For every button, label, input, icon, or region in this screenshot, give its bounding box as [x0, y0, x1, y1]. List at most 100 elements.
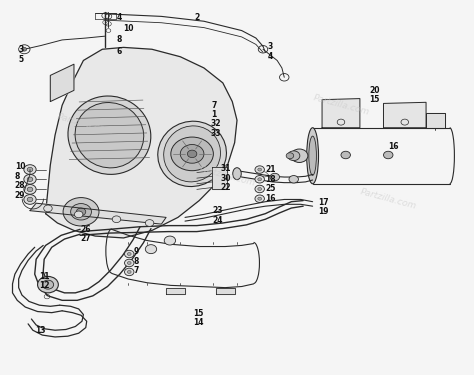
Text: 27: 27 — [80, 234, 91, 243]
Text: 18: 18 — [265, 175, 276, 184]
Polygon shape — [426, 113, 445, 128]
Circle shape — [258, 188, 262, 190]
Circle shape — [24, 174, 36, 184]
Text: 33: 33 — [211, 129, 221, 138]
Text: 8: 8 — [134, 256, 139, 265]
Polygon shape — [30, 203, 166, 224]
Polygon shape — [46, 47, 237, 238]
Ellipse shape — [307, 128, 319, 184]
Text: 3: 3 — [268, 42, 273, 51]
Circle shape — [76, 208, 86, 216]
Circle shape — [270, 173, 280, 181]
Text: 14: 14 — [193, 318, 204, 327]
Text: Partzilla.com: Partzilla.com — [359, 187, 418, 210]
Polygon shape — [383, 102, 426, 128]
Circle shape — [24, 165, 36, 174]
Text: 26: 26 — [80, 225, 91, 234]
Ellipse shape — [309, 136, 317, 176]
Text: 8: 8 — [117, 35, 122, 44]
Text: 11: 11 — [39, 272, 50, 281]
Circle shape — [258, 168, 262, 171]
Ellipse shape — [158, 121, 227, 186]
Circle shape — [44, 205, 52, 212]
Text: 8: 8 — [15, 172, 20, 181]
Text: 12: 12 — [39, 281, 50, 290]
Text: 31: 31 — [220, 164, 231, 173]
Ellipse shape — [68, 96, 151, 174]
Circle shape — [74, 211, 83, 218]
Ellipse shape — [75, 102, 144, 168]
Text: 20: 20 — [369, 86, 380, 95]
Circle shape — [128, 270, 131, 273]
Circle shape — [383, 151, 393, 159]
Text: 22: 22 — [220, 183, 231, 192]
Circle shape — [255, 185, 264, 193]
Circle shape — [146, 220, 154, 226]
Text: 1: 1 — [211, 110, 216, 119]
Circle shape — [187, 150, 197, 158]
Ellipse shape — [164, 126, 220, 182]
Circle shape — [258, 197, 262, 200]
Text: 10: 10 — [15, 162, 26, 171]
Circle shape — [27, 177, 33, 182]
Circle shape — [24, 195, 36, 204]
Polygon shape — [322, 99, 360, 128]
Circle shape — [286, 153, 294, 159]
Circle shape — [37, 276, 58, 293]
Polygon shape — [50, 64, 74, 102]
Text: 24: 24 — [212, 216, 223, 225]
Text: 16: 16 — [265, 194, 276, 203]
Text: Partzilla.com: Partzilla.com — [312, 93, 370, 117]
Circle shape — [255, 166, 264, 173]
Text: 4: 4 — [268, 52, 273, 61]
Text: 29: 29 — [15, 191, 26, 200]
Polygon shape — [216, 288, 235, 294]
Text: 30: 30 — [220, 174, 231, 183]
Circle shape — [27, 187, 33, 192]
Circle shape — [27, 167, 33, 172]
Text: 21: 21 — [265, 165, 276, 174]
Circle shape — [288, 151, 300, 160]
Circle shape — [255, 195, 264, 202]
Text: 5: 5 — [18, 55, 24, 64]
Circle shape — [164, 236, 175, 245]
Ellipse shape — [233, 168, 241, 180]
Polygon shape — [166, 288, 185, 294]
Circle shape — [42, 280, 54, 289]
Circle shape — [128, 261, 131, 264]
Text: Partzilla.com: Partzilla.com — [199, 165, 257, 188]
Text: 17: 17 — [318, 198, 329, 207]
Text: 2: 2 — [194, 13, 200, 22]
Circle shape — [125, 250, 134, 258]
Circle shape — [128, 252, 131, 255]
Circle shape — [289, 176, 299, 183]
Circle shape — [255, 176, 264, 183]
Text: 6: 6 — [117, 46, 122, 56]
Circle shape — [171, 137, 213, 171]
Circle shape — [71, 204, 91, 220]
Text: 3: 3 — [18, 45, 24, 54]
Text: 9: 9 — [134, 247, 139, 256]
Circle shape — [125, 268, 134, 276]
Text: 15: 15 — [369, 95, 380, 104]
Text: Partzilla.com: Partzilla.com — [56, 112, 115, 136]
Text: 15: 15 — [193, 309, 204, 318]
Circle shape — [125, 259, 134, 267]
Circle shape — [146, 244, 156, 254]
Circle shape — [112, 216, 121, 223]
Text: 4: 4 — [117, 13, 122, 22]
Circle shape — [63, 198, 99, 226]
Text: 28: 28 — [15, 181, 26, 190]
Circle shape — [22, 47, 27, 51]
Circle shape — [27, 197, 33, 202]
Text: 23: 23 — [212, 206, 223, 215]
Circle shape — [258, 178, 262, 181]
Text: 10: 10 — [124, 24, 134, 33]
Circle shape — [291, 149, 308, 162]
Text: 32: 32 — [211, 120, 221, 129]
Text: 19: 19 — [318, 207, 329, 216]
Polygon shape — [212, 167, 227, 189]
Circle shape — [180, 144, 204, 163]
Circle shape — [24, 184, 36, 194]
Text: 7: 7 — [134, 266, 139, 275]
